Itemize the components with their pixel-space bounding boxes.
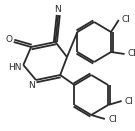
Text: Cl: Cl: [128, 50, 135, 59]
Text: N: N: [54, 6, 61, 15]
Text: Cl: Cl: [125, 97, 134, 105]
Text: Cl: Cl: [121, 15, 130, 24]
Text: HN: HN: [8, 62, 21, 72]
Text: O: O: [5, 36, 12, 45]
Text: Cl: Cl: [108, 114, 117, 124]
Text: N: N: [28, 81, 34, 91]
